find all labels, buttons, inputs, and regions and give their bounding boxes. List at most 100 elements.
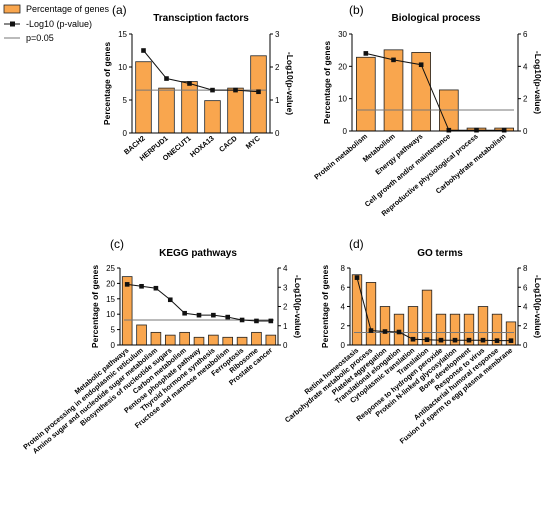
pvalue-point <box>196 312 202 318</box>
pvalue-point <box>410 336 416 342</box>
y2-axis-label: -Log10(p-value) <box>533 51 543 114</box>
legend-bar-label: Percentage of genes <box>26 4 110 14</box>
bar <box>135 61 152 134</box>
right-tick-label: 3 <box>275 30 280 39</box>
left-tick-label: 15 <box>118 30 127 39</box>
pvalue-point <box>501 127 507 133</box>
y-axis-label: Percentage of genes <box>320 265 330 348</box>
bar <box>351 274 363 346</box>
pvalue-point <box>167 297 173 303</box>
category-label: Energy pathways <box>373 132 424 177</box>
pvalue-line <box>365 52 505 131</box>
bar <box>250 55 267 134</box>
pvalue-point <box>466 337 472 343</box>
left-tick-label: 15 <box>106 295 115 304</box>
bar <box>164 334 176 346</box>
right-tick-label: 3 <box>283 283 288 292</box>
pvalue-point <box>233 87 238 93</box>
panel-1: (a) Transciption factors 0 5 10 15 0 1 2 3 Percent… <box>102 3 295 163</box>
panel-title: GO terms <box>417 248 463 259</box>
left-tick-label: 20 <box>106 279 115 288</box>
bar <box>136 324 147 346</box>
y-axis-label: Percentage of genes <box>102 42 112 125</box>
bar <box>356 56 376 132</box>
category-label: HOXA13 <box>188 134 216 159</box>
left-tick-label: 10 <box>118 63 127 72</box>
legend-line-label: -Log10 (p-value) <box>26 19 92 29</box>
legend-threshold-label: p=0.05 <box>26 33 54 43</box>
panel-2: (b) Biological process 0 10 20 30 0 2 4 6 Percenta… <box>312 3 543 218</box>
bar <box>181 81 198 134</box>
pvalue-point <box>363 51 369 56</box>
left-tick-label: 0 <box>343 127 348 136</box>
pvalue-point <box>446 127 452 133</box>
pvalue-line <box>143 50 259 93</box>
panel-title: KEGG pathways <box>159 248 237 259</box>
right-tick-label: 4 <box>523 303 528 312</box>
pvalue-point <box>225 314 231 320</box>
left-tick-label: 8 <box>341 264 346 273</box>
panel-title: Biological process <box>392 13 481 24</box>
right-tick-label: 1 <box>283 322 288 331</box>
right-tick-label: 2 <box>283 303 288 312</box>
y2-axis-label: -Log10(p-value) <box>533 275 543 338</box>
pvalue-point <box>211 312 216 318</box>
bar <box>251 331 262 346</box>
bar <box>379 306 391 346</box>
pvalue-point <box>396 329 402 335</box>
left-tick-label: 5 <box>111 326 116 335</box>
left-tick-label: 20 <box>338 62 347 71</box>
panel-title: Transciption factors <box>153 13 249 24</box>
pvalue-point <box>254 318 259 324</box>
left-tick-label: 25 <box>106 264 115 273</box>
right-tick-label: 0 <box>523 341 528 350</box>
panel-letter: (c) <box>110 237 124 251</box>
panel-letter: (a) <box>112 3 127 17</box>
right-tick-label: 4 <box>283 264 288 273</box>
bar <box>222 336 234 346</box>
bar <box>179 331 190 346</box>
y2-axis-label: -Log10(p-value) <box>285 52 295 115</box>
panels: (a) Transciption factors 0 5 10 15 0 1 2 3 Percent… <box>21 3 543 455</box>
pvalue-point <box>438 337 444 343</box>
bar <box>150 331 162 346</box>
pvalue-point <box>354 275 360 280</box>
pvalue-point <box>391 57 396 63</box>
panel-letter: (b) <box>349 3 364 17</box>
right-tick-label: 2 <box>523 322 528 331</box>
category-label: MYC <box>244 134 262 151</box>
y-axis-label: Percentage of genes <box>90 265 100 348</box>
pvalue-point <box>368 328 374 333</box>
left-tick-label: 4 <box>341 303 346 312</box>
pvalue-point <box>424 337 430 343</box>
pvalue-point <box>182 310 187 316</box>
right-tick-label: 8 <box>523 264 528 273</box>
pvalue-point <box>256 89 261 95</box>
pvalue-point <box>268 318 274 324</box>
bar <box>208 334 219 346</box>
pvalue-point <box>452 337 458 343</box>
left-tick-label: 0 <box>341 341 346 350</box>
left-tick-label: 5 <box>123 96 128 105</box>
pvalue-point <box>382 329 388 334</box>
left-tick-label: 0 <box>111 341 116 350</box>
right-tick-label: 0 <box>283 341 288 350</box>
y-axis-label: Percentage of genes <box>322 41 332 124</box>
right-tick-label: 2 <box>275 63 280 72</box>
left-tick-label: 30 <box>338 30 347 39</box>
legend-bar-swatch <box>3 4 21 14</box>
bar <box>158 87 175 134</box>
right-tick-label: 6 <box>523 283 528 292</box>
category-label: Protein processing in endoplasmic reticu… <box>21 346 145 452</box>
right-tick-label: 0 <box>523 127 528 136</box>
pvalue-point <box>480 337 486 343</box>
left-tick-label: 10 <box>106 310 115 319</box>
right-tick-label: 4 <box>523 62 528 71</box>
bar <box>193 336 205 346</box>
pvalue-point <box>418 62 424 68</box>
bar <box>421 289 433 346</box>
pvalue-point <box>141 48 146 53</box>
right-tick-label: 6 <box>523 30 528 39</box>
right-tick-label: 0 <box>275 129 280 138</box>
